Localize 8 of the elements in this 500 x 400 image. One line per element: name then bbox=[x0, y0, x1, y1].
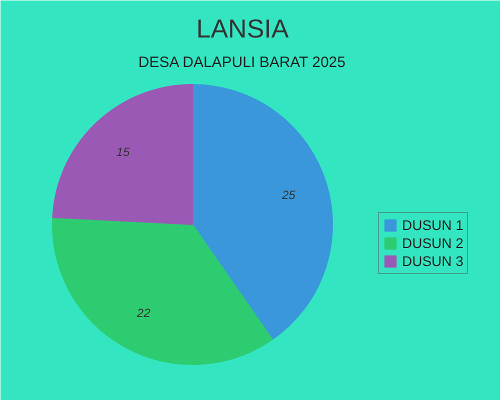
data-label: 15 bbox=[116, 144, 130, 159]
legend-label: DUSUN 3 bbox=[402, 253, 464, 269]
data-label: 22 bbox=[136, 306, 151, 320]
chart-subtitle: DESA DALAPULI BARAT 2025 bbox=[138, 54, 346, 71]
legend-label: DUSUN 2 bbox=[402, 235, 464, 251]
legend-label: DUSUN 1 bbox=[402, 217, 464, 233]
data-label: 25 bbox=[281, 188, 296, 202]
chart-title: LANSIA bbox=[196, 14, 290, 44]
